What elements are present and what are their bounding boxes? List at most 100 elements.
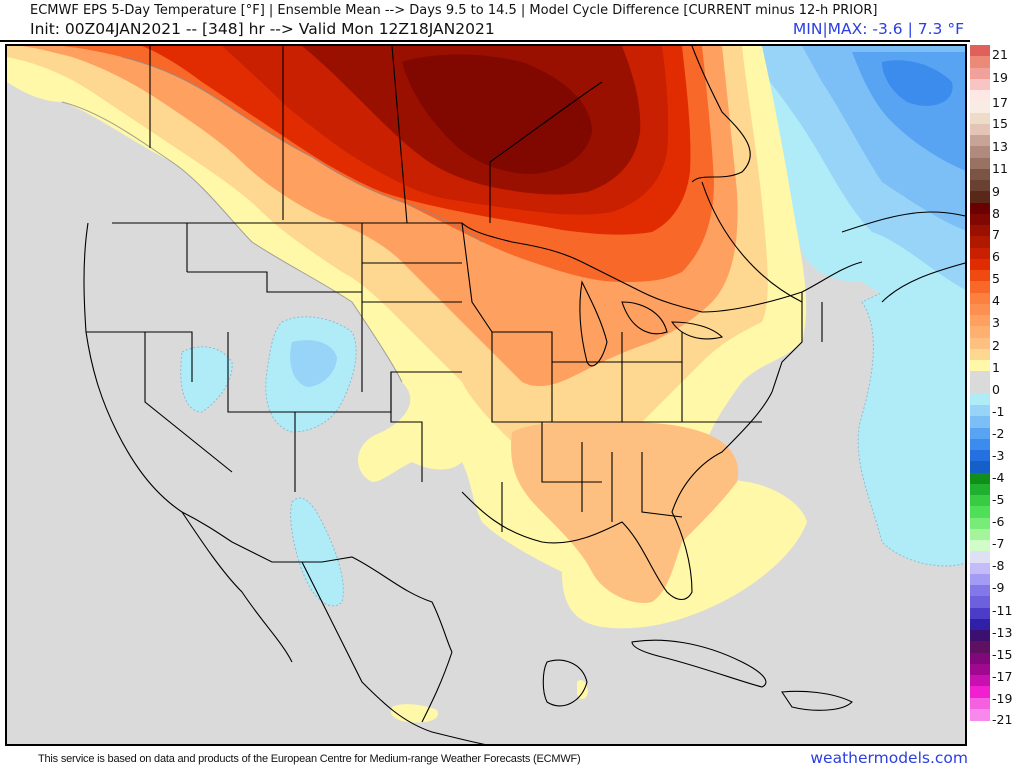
- legend-bin: [970, 348, 990, 361]
- legend-bin: [970, 652, 990, 665]
- legend-bin: [970, 247, 990, 260]
- legend-tick-label: -15: [992, 647, 1013, 662]
- legend-bin: [970, 202, 990, 215]
- legend-bin: [970, 540, 990, 552]
- legend-bin: [970, 191, 990, 203]
- legend-tick-label: -4: [992, 470, 1005, 485]
- legend-tick-label: 19: [992, 70, 1008, 85]
- warm-anomaly-core: [402, 54, 592, 174]
- legend-bin: [970, 180, 990, 192]
- legend-bin: [970, 686, 990, 698]
- legend-bin: [970, 281, 990, 293]
- legend-tick-label: 1: [992, 360, 1000, 375]
- legend-bin: [970, 573, 990, 586]
- legend-bin: [970, 630, 990, 642]
- legend-bin: [970, 483, 990, 496]
- legend-bin: [970, 337, 990, 350]
- legend-bin: [970, 551, 990, 563]
- legend-tick-label: -19: [992, 691, 1013, 706]
- legend-tick-label: 15: [992, 116, 1008, 131]
- legend-tick-label: 8: [992, 206, 1000, 221]
- legend-bin: [970, 326, 990, 338]
- legend-bin: [970, 360, 990, 372]
- legend-tick-label: -6: [992, 514, 1005, 529]
- legend-bin: [970, 416, 990, 428]
- legend-bin: [970, 45, 990, 57]
- legend-tick-label: -11: [992, 603, 1013, 618]
- legend-bin: [970, 225, 990, 237]
- legend-bin: [970, 506, 990, 518]
- legend-bin: [970, 168, 990, 181]
- legend-tick-label: 2: [992, 338, 1000, 353]
- legend-tick-label: 17: [992, 95, 1008, 110]
- legend-bin: [970, 213, 990, 226]
- legend-tick-label: -17: [992, 669, 1013, 684]
- legend-bin: [970, 641, 990, 653]
- southeast-warm-region: [511, 422, 739, 603]
- legend-bin: [970, 78, 990, 91]
- legend-bin: [970, 236, 990, 248]
- legend-tick-label: 5: [992, 271, 1000, 286]
- atlantic-cool-region: [857, 253, 965, 567]
- legend-bin: [970, 461, 990, 473]
- legend-bin: [970, 607, 990, 620]
- legend-bin: [970, 258, 990, 271]
- init-valid-line: Init: 00Z04JAN2021 -- [348] hr --> Valid…: [30, 20, 495, 38]
- map-panel: [5, 44, 967, 746]
- legend-bin: [970, 101, 990, 113]
- legend-bin: [970, 112, 990, 125]
- legend-bin: [970, 450, 990, 462]
- legend-tick-label: -1: [992, 404, 1005, 419]
- legend-bin: [970, 562, 990, 575]
- legend-bin: [970, 146, 990, 158]
- political-borders: [83, 46, 965, 744]
- legend-tick-label: 7: [992, 227, 1000, 242]
- legend-bin: [970, 382, 990, 395]
- anomaly-map: [7, 46, 965, 744]
- contour-lines: [61, 56, 483, 383]
- legend-tick-label: -9: [992, 580, 1005, 595]
- legend-tick-label: 11: [992, 161, 1008, 176]
- legend-bin: [970, 438, 990, 451]
- legend-tick-label: 21: [992, 47, 1008, 62]
- legend-tick-label: -8: [992, 558, 1005, 573]
- legend-bin: [970, 472, 990, 485]
- legend-bin: [970, 135, 990, 147]
- legend-tick-label: -21: [992, 712, 1013, 727]
- attribution-text: This service is based on data and produc…: [38, 753, 581, 765]
- legend-bin: [970, 427, 990, 440]
- legend-tick-label: -2: [992, 426, 1005, 441]
- legend-bin: [970, 90, 990, 102]
- legend-bin: [970, 303, 990, 316]
- legend-bin: [970, 371, 990, 383]
- legend-bin: [970, 675, 990, 687]
- legend-bin: [970, 663, 990, 676]
- legend-bin: [970, 405, 990, 417]
- min-max-readout: MIN|MAX: -3.6 | 7.3 °F: [792, 20, 964, 38]
- legend-tick-label: 9: [992, 184, 1000, 199]
- legend-bin: [970, 157, 990, 170]
- legend-tick-label: 3: [992, 315, 1000, 330]
- legend-bin: [970, 270, 990, 282]
- legend-tick-label: 4: [992, 293, 1000, 308]
- legend-bin: [970, 708, 990, 721]
- chart-title: ECMWF EPS 5-Day Temperature [°F] | Ensem…: [30, 3, 878, 18]
- legend-bin: [970, 123, 990, 136]
- legend-bin: [970, 596, 990, 608]
- legend-bin: [970, 697, 990, 710]
- legend-bin: [970, 67, 990, 80]
- legend-bin: [970, 393, 990, 406]
- legend-tick-label: 6: [992, 249, 1000, 264]
- legend-bin: [970, 618, 990, 631]
- legend-bin: [970, 585, 990, 597]
- legend-tick-label: 0: [992, 382, 1000, 397]
- legend-tick-label: -5: [992, 492, 1005, 507]
- brand-link[interactable]: weathermodels.com: [810, 749, 968, 767]
- legend-bin: [970, 56, 990, 68]
- legend-bin: [970, 528, 990, 541]
- legend-tick-label: -3: [992, 448, 1005, 463]
- header-divider: [0, 40, 970, 42]
- legend-bin: [970, 315, 990, 327]
- legend-bin: [970, 517, 990, 530]
- legend-tick-label: 13: [992, 139, 1008, 154]
